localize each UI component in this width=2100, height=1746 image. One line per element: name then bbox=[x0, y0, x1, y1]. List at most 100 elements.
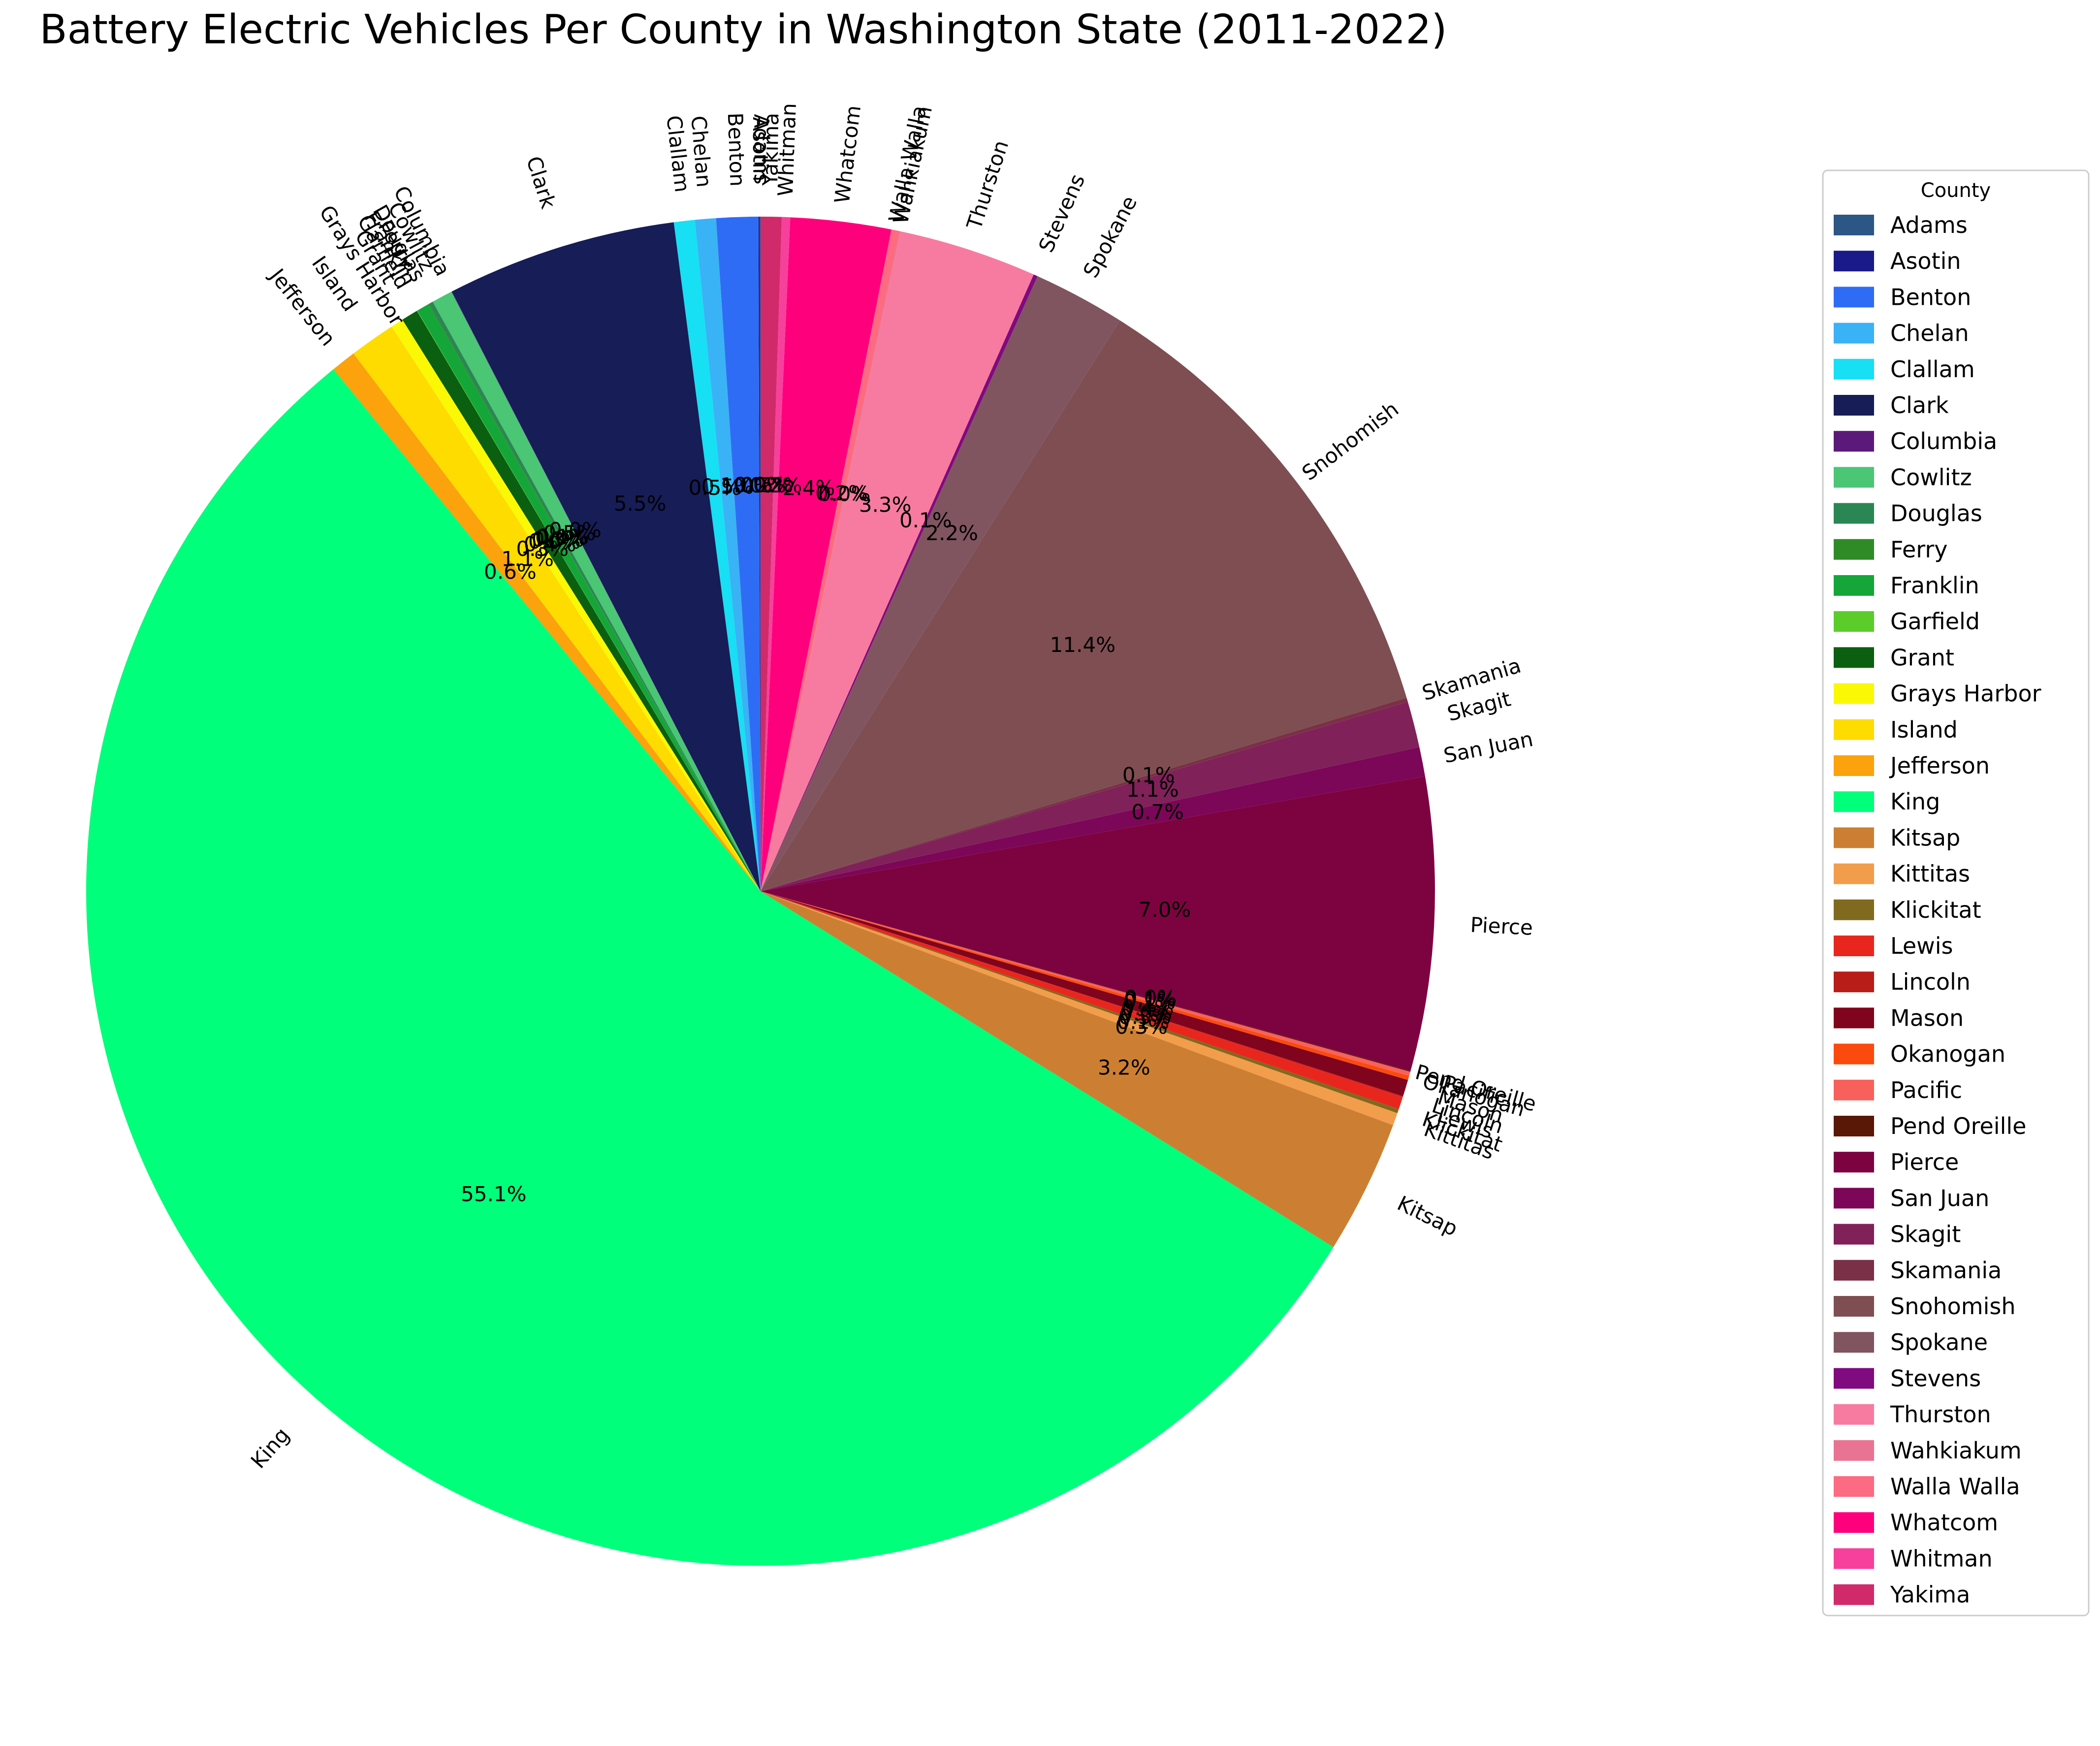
pct-label-wahkiakum: 0.0% bbox=[818, 482, 871, 506]
pct-label-kittitas: 0.3% bbox=[1115, 1014, 1168, 1038]
pct-label-cowlitz: 0.5% bbox=[543, 521, 596, 545]
legend-label-cowlitz: Cowlitz bbox=[1890, 464, 1972, 490]
slice-skamania bbox=[761, 698, 1408, 891]
legend-label-island: Island bbox=[1890, 716, 1958, 743]
legend-swatch-douglas bbox=[1834, 503, 1874, 524]
pct-label-franklin: 0.3% bbox=[532, 527, 584, 551]
wedge-label-king: King bbox=[246, 1423, 294, 1473]
slice-clark bbox=[451, 222, 761, 891]
legend-label-douglas: Douglas bbox=[1890, 500, 1982, 527]
pct-label-mason: 0.4% bbox=[1121, 996, 1174, 1020]
legend-swatch-lincoln bbox=[1834, 971, 1874, 993]
legend-label-pacific: Pacific bbox=[1890, 1077, 1962, 1103]
legend-swatch-okanogan bbox=[1834, 1043, 1874, 1065]
legend-label-okanogan: Okanogan bbox=[1890, 1041, 2005, 1067]
slice-garfield bbox=[416, 310, 761, 891]
slice-wahkiakum bbox=[761, 231, 901, 891]
slice-san-juan bbox=[761, 747, 1425, 891]
slice-yakima bbox=[761, 217, 782, 891]
slice-island bbox=[353, 326, 761, 892]
pct-label-clallam: 0.5% bbox=[689, 476, 741, 500]
slice-lewis bbox=[761, 891, 1403, 1109]
pct-label-asotin: 0.0% bbox=[733, 473, 786, 497]
slice-douglas bbox=[429, 301, 761, 891]
legend-label-klickitat: Klickitat bbox=[1890, 897, 1981, 923]
wedge-label-chelan: Chelan bbox=[686, 115, 716, 188]
pct-label-benton: 1.0% bbox=[720, 473, 773, 497]
slice-pend-oreille bbox=[761, 891, 1411, 1072]
legend-label-walla-walla: Walla Walla bbox=[1890, 1473, 2020, 1500]
wedge-label-clark: Clark bbox=[522, 154, 561, 212]
slice-klickitat bbox=[761, 891, 1399, 1113]
slice-walla-walla bbox=[761, 229, 900, 891]
legend-label-stevens: Stevens bbox=[1890, 1365, 1981, 1391]
pct-label-jefferson: 0.6% bbox=[484, 560, 537, 584]
legend-label-ferry: Ferry bbox=[1890, 536, 1947, 563]
legend-label-pend-oreille: Pend Oreille bbox=[1890, 1113, 2026, 1139]
legend-swatch-thurston bbox=[1834, 1404, 1874, 1425]
legend-label-kittitas: Kittitas bbox=[1890, 861, 1970, 887]
slice-kitsap bbox=[761, 891, 1393, 1247]
legend-title: County bbox=[1921, 179, 1991, 202]
pct-label-douglas: 0.1% bbox=[537, 524, 589, 549]
chart-title: Battery Electric Vehicles Per County in … bbox=[39, 6, 1447, 53]
legend-label-pierce: Pierce bbox=[1890, 1149, 1959, 1175]
legend-swatch-jefferson bbox=[1834, 755, 1874, 776]
legend-label-asotin: Asotin bbox=[1890, 248, 1961, 274]
pct-label-clark: 5.5% bbox=[614, 491, 667, 516]
legend-label-whatcom: Whatcom bbox=[1890, 1509, 1998, 1536]
pct-label-stevens: 0.1% bbox=[899, 508, 952, 532]
legend-items: Adams Asotin Benton Chelan Clallam Clark Colum… bbox=[1834, 212, 2041, 1608]
legend-label-king: King bbox=[1890, 788, 1940, 815]
slice-columbia bbox=[451, 291, 761, 891]
legend-swatch-clark bbox=[1834, 395, 1874, 416]
legend-label-skamania: Skamania bbox=[1890, 1257, 2002, 1284]
legend-swatch-klickitat bbox=[1834, 899, 1874, 920]
legend-swatch-yakima bbox=[1834, 1584, 1874, 1605]
legend-swatch-wahkiakum bbox=[1834, 1440, 1874, 1461]
slice-grant bbox=[402, 311, 761, 891]
pct-label-spokane: 2.2% bbox=[925, 521, 978, 545]
legend-label-yakima: Yakima bbox=[1890, 1582, 1970, 1608]
legend-frame bbox=[1822, 169, 2090, 1617]
legend-label-clallam: Clallam bbox=[1890, 356, 1975, 383]
legend-label-franklin: Franklin bbox=[1890, 572, 1979, 599]
slice-jefferson bbox=[333, 353, 761, 891]
wedge-label-asotin: Asotin bbox=[748, 117, 772, 181]
wedge-label-kitsap: Kitsap bbox=[1394, 1191, 1462, 1241]
wedge-label-spokane: Spokane bbox=[1079, 192, 1142, 282]
legend-swatch-grays-harbor bbox=[1834, 683, 1874, 704]
legend-label-jefferson: Jefferson bbox=[1889, 752, 1990, 779]
wedge-label-whitman: Whitman bbox=[773, 102, 801, 196]
legend-label-grant: Grant bbox=[1890, 644, 1954, 671]
slice-lincoln bbox=[761, 891, 1403, 1098]
wedge-label-adams: Adams bbox=[750, 114, 774, 184]
pct-label-pend-oreille: 0.0% bbox=[1124, 986, 1177, 1010]
legend-label-wahkiakum: Wahkiakum bbox=[1890, 1437, 2022, 1464]
slice-skagit bbox=[761, 702, 1420, 891]
pct-label-grant: 0.4% bbox=[524, 532, 576, 556]
legend-swatch-chelan bbox=[1834, 323, 1874, 344]
legend-label-skagit: Skagit bbox=[1890, 1221, 1961, 1248]
legend-swatch-kitsap bbox=[1834, 827, 1874, 848]
legend-swatch-island bbox=[1834, 719, 1874, 740]
legend-label-thurston: Thurston bbox=[1890, 1401, 1991, 1428]
legend-label-clark: Clark bbox=[1890, 392, 1949, 419]
legend-swatch-mason bbox=[1834, 1007, 1874, 1029]
legend-swatch-ferry bbox=[1834, 539, 1874, 560]
legend-swatch-whitman bbox=[1834, 1548, 1874, 1569]
pct-label-skagit: 1.1% bbox=[1126, 777, 1179, 802]
pct-label-san-juan: 0.7% bbox=[1131, 800, 1184, 824]
legend-swatch-grant bbox=[1834, 647, 1874, 668]
pct-label-klickitat: 0.1% bbox=[1117, 1010, 1170, 1034]
slice-king bbox=[86, 369, 1334, 1566]
legend-swatch-benton bbox=[1834, 287, 1874, 308]
pct-label-skamania: 0.1% bbox=[1122, 763, 1175, 787]
legend-label-lincoln: Lincoln bbox=[1890, 969, 1971, 995]
slice-clallam bbox=[673, 220, 761, 891]
legend-label-grays-harbor: Grays Harbor bbox=[1890, 680, 2041, 707]
slice-ferry bbox=[428, 304, 761, 891]
legend-swatch-asotin bbox=[1834, 251, 1874, 272]
wedge-label-snohomish: Snohomish bbox=[1298, 397, 1403, 485]
